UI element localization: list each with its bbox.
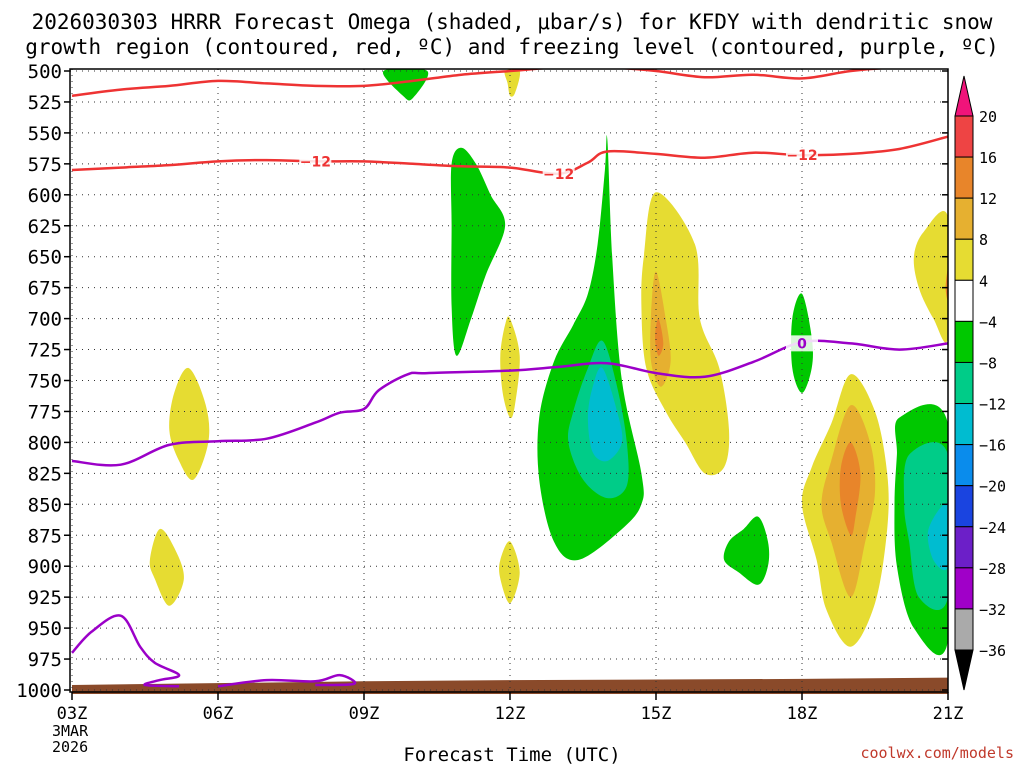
y-tick-label-925: 925: [28, 587, 62, 609]
chart-title-line-1: 2026030303 HRRR Forecast Omega (shaded, …: [31, 10, 993, 34]
colorbar-label-2: 12: [979, 190, 997, 208]
yellow-cell-5: [913, 211, 948, 343]
colorbar-bin-2: [954, 197, 974, 240]
colorbar-label-3: 8: [979, 231, 988, 249]
colorbar-bin-10: [954, 526, 974, 569]
axis-layer: 500 525 550 575 600 625 650 675 700 725 750 775 800 8…: [16, 61, 963, 724]
y-tick-label-825: 825: [28, 463, 62, 485]
date-month-label: 3MAR: [52, 722, 89, 740]
yellow-cell-11: [499, 541, 520, 604]
freezing-contour-label-0-0: 0: [797, 336, 807, 352]
colorbar-label-5: −4: [979, 313, 997, 331]
colorbar-label-13: −36: [979, 642, 1006, 660]
colorbar-bin-1: [954, 156, 974, 199]
y-tick-label-800: 800: [28, 432, 62, 454]
omega-shading-layer: [149, 69, 948, 656]
colorbar-bin-0: [954, 115, 974, 158]
yellow-cell-2: [500, 316, 520, 419]
colorbar-label-8: −16: [979, 437, 1006, 455]
colorbar-bin-12: [954, 608, 974, 651]
y-tick-label-650: 650: [28, 247, 62, 269]
dgz-contour-label-1-0: −12: [300, 154, 331, 170]
y-tick-label-525: 525: [28, 92, 62, 114]
dgz-contour-label-1-1: −12: [543, 167, 574, 183]
yellow-cell-9: [169, 367, 210, 480]
y-tick-label-625: 625: [28, 216, 62, 238]
colorbar-bin-6: [954, 361, 974, 405]
contour-layer: −12 −12 −12 0: [71, 69, 948, 688]
yellow-cell-10: [149, 528, 184, 606]
colorbar-label-4: 4: [979, 272, 988, 290]
y-tick-label-875: 875: [28, 525, 62, 547]
colorbar-bin-5: [954, 320, 974, 363]
cyan-cell-8: [927, 503, 948, 571]
colorbar-label-7: −12: [979, 396, 1006, 414]
colorbar-label-6: −8: [979, 354, 997, 372]
dgz-contour-label-bg-1-0: [299, 153, 332, 170]
colorbar-bin-8: [954, 444, 974, 487]
colorbar-label-0: 20: [979, 108, 997, 126]
freezing-contour-line-2: [217, 673, 357, 688]
date-year-label: 2026: [52, 738, 89, 756]
y-tick-label-550: 550: [28, 123, 62, 145]
y-tick-label-775: 775: [28, 401, 62, 423]
colorbar: 20 16 12 8 4 −4 −8 −12 −16 −20 −24 −28 −32 −36: [954, 75, 1006, 691]
colorbar-bin-9: [954, 485, 974, 528]
y-tick-label-725: 725: [28, 340, 62, 362]
yellow-cell-4: [641, 192, 730, 476]
ground-terrain: [72, 677, 948, 694]
colorbar-label-10: −24: [979, 519, 1006, 537]
dgz-contour-label-bg-1-2: [786, 147, 818, 164]
y-tick-label-950: 950: [28, 618, 62, 640]
colorbar-bin-7: [954, 403, 974, 446]
y-tick-label-500: 500: [28, 61, 62, 83]
dgz-contour-label-1-2: −12: [786, 148, 817, 164]
credit-link[interactable]: coolwx.com/models: [860, 744, 1014, 762]
colorbar-bin-4: [954, 279, 974, 322]
x-tick-label-03Z: 03Z: [57, 704, 88, 724]
dgz-contour-line-0: [71, 69, 890, 98]
cyan-cell-3: [587, 367, 623, 462]
freezing-contour-label-bg-0-0: [786, 335, 818, 352]
freezing-contour-line-0: [71, 339, 948, 467]
y-tick-label-850: 850: [28, 494, 62, 516]
y-tick-label-900: 900: [28, 556, 62, 578]
green-cell-2: [450, 147, 506, 356]
x-tick-label-12Z: 12Z: [495, 704, 526, 724]
orange-cell-4: [655, 318, 664, 356]
x-tick-label-06Z: 06Z: [203, 704, 234, 724]
colorbar-label-12: −32: [979, 601, 1006, 619]
colorbar-label-11: −28: [979, 560, 1006, 578]
y-tick-label-975: 975: [28, 649, 62, 671]
yellow-cell-1: [504, 69, 521, 97]
colorbar-over-arrow: [954, 75, 974, 117]
y-tick-label-700: 700: [28, 309, 62, 331]
x-axis-label: Forecast Time (UTC): [403, 744, 621, 766]
ground-layer: [72, 677, 948, 694]
y-tick-label-675: 675: [28, 278, 62, 300]
y-tick-label-600: 600: [28, 185, 62, 207]
colorbar-bin-11: [954, 567, 974, 610]
colorbar-label-9: −20: [979, 478, 1006, 496]
y-tick-label-750: 750: [28, 371, 62, 393]
green-cell-12: [723, 516, 770, 585]
dgz-contour-label-bg-1-1: [542, 165, 575, 182]
x-tick-label-18Z: 18Z: [787, 704, 818, 724]
teal-cell-8: [903, 442, 948, 611]
chart-title-line-2: growth region (contoured, red, ºC) and f…: [25, 35, 999, 59]
x-tick-label-15Z: 15Z: [641, 704, 672, 724]
orange-cell-7: [839, 442, 861, 536]
green-cell-3: [537, 135, 644, 561]
y-tick-label-575: 575: [28, 154, 62, 176]
x-tick-label-09Z: 09Z: [349, 704, 380, 724]
y-tick-label-1000: 1000: [16, 680, 62, 702]
colorbar-bin-3: [954, 238, 974, 281]
green-cell-1: [382, 69, 429, 101]
freezing-contour-line-1: [71, 614, 181, 688]
colorbar-label-1: 16: [979, 149, 997, 167]
x-tick-label-21Z: 21Z: [933, 704, 964, 724]
colorbar-under-arrow: [954, 649, 974, 691]
